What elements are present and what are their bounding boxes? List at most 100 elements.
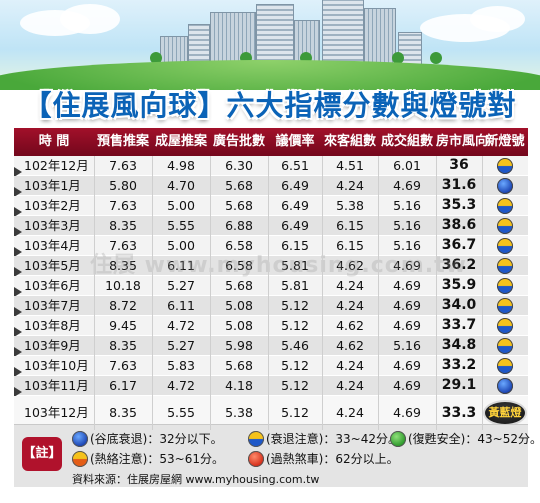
cell-ads: 4.18 [225,378,253,393]
watermark-text: 住展 www.myhousing.com.tw [90,253,467,278]
header-ads: 廣告批數 [212,134,265,149]
row-marker [14,267,22,277]
yellow-blue-light-icon [497,317,513,334]
cell-ads: 5.98 [225,338,253,353]
row-marker [14,367,22,377]
column-divider [94,156,95,430]
cell-deals: 4.69 [393,178,421,193]
cell-time: 103年11月 [24,378,89,393]
header-light: 新燈號 [485,134,525,149]
cell-ads: 5.68 [225,358,253,373]
legend-item-green: (復甦安全)：43~52分。 [390,430,540,448]
cell-deals: 4.69 [393,378,421,393]
cell-existing: 4.72 [167,318,195,333]
cell-presale: 7.63 [109,198,137,213]
cell-visitors: 4.51 [336,158,364,173]
cell-direction: 29.1 [441,377,477,393]
column-divider [152,156,153,430]
cell-existing: 5.27 [167,278,195,293]
legend-note-label: 【註】 [22,437,62,471]
row-marker [14,167,22,177]
cell-bargain: 5.81 [281,278,309,293]
cell-direction: 36.7 [441,237,477,253]
cell-time: 103年10月 [24,358,89,373]
blue-light-icon [497,377,513,394]
cell-ads: 6.58 [225,258,253,273]
cell-ads: 6.88 [225,218,253,233]
column-divider [378,156,379,430]
cell-presale: 5.80 [109,178,137,193]
cell-bargain: 5.46 [281,338,309,353]
cell-visitors: 6.15 [336,218,364,233]
cell-presale: 7.63 [109,238,137,253]
cell-visitors: 4.62 [336,318,364,333]
cell-deals: 6.01 [393,158,421,173]
cell-presale: 7.63 [109,358,137,373]
table-header: 時 間 預售推案 成屋推案 廣告批數 議價率 來客組數 成交組數 房市風向 新燈號 [14,128,528,156]
red-light-icon [248,451,264,467]
yellow-blue-light-icon [497,257,513,274]
cell-ads: 5.08 [225,318,253,333]
cell-deals: 4.69 [393,278,421,293]
legend: 【註】 (谷底衰退)：32分以下。 (衰退注意)：33~42分。 (復甦安全)：… [14,424,540,487]
cell-ads: 5.38 [225,405,253,420]
cell-deals: 5.16 [393,198,421,213]
row-marker [14,347,22,357]
table-row: 103年7月 8.72 6.11 5.08 5.12 4.24 4.69 34.0 [14,296,528,317]
yellow-blue-light-icon [248,431,264,447]
cell-bargain: 5.12 [281,378,309,393]
row-marker [14,187,22,197]
cell-direction: 36.2 [441,257,477,273]
chart-title: 【住展風向球】六大指標分數與燈號對照表 [23,89,517,162]
cell-time: 103年12月 [24,405,89,420]
cell-direction: 38.6 [441,217,477,233]
cell-time: 103年6月 [24,278,81,293]
cell-bargain: 5.12 [281,298,309,313]
cell-existing: 6.11 [167,298,195,313]
cell-existing: 6.11 [167,258,195,273]
cell-presale: 8.35 [109,218,137,233]
table-row: 103年3月 8.35 5.55 6.88 6.49 6.15 5.16 38.6 [14,216,528,237]
header-visitors: 來客組數 [323,134,376,149]
row-marker [14,207,22,217]
header-deals: 成交組數 [380,134,433,149]
cell-direction: 33.2 [441,357,477,373]
data-source: 資料來源：住展房屋網 www.myhousing.com.tw [72,473,320,486]
cell-existing: 4.98 [167,158,195,173]
cell-deals: 4.69 [393,358,421,373]
cell-visitors: 6.15 [336,238,364,253]
yellow-blue-light-icon [497,357,513,374]
table-row: 103年9月 8.35 5.27 5.98 5.46 4.62 5.16 34.8 [14,336,528,357]
cell-time: 103年7月 [24,298,81,313]
cell-direction: 35.9 [441,277,477,293]
cell-bargain: 5.81 [281,258,309,273]
cell-existing: 5.55 [167,405,195,420]
header-existing: 成屋推案 [154,134,207,149]
cell-existing: 5.83 [167,358,195,373]
cell-time: 103年9月 [24,338,81,353]
cell-existing: 5.27 [167,338,195,353]
cell-deals: 4.69 [393,318,421,333]
cell-deals: 4.69 [393,405,421,420]
cell-visitors: 4.62 [336,338,364,353]
legend-item-blue: (谷底衰退)：32分以下。 [72,430,223,448]
cell-visitors: 4.24 [336,358,364,373]
table-row: 103年1月 5.80 4.70 5.68 6.49 4.24 4.69 31.6 [14,176,528,197]
column-divider [322,156,323,430]
table-row: 103年11月 6.17 4.72 4.18 5.12 4.24 4.69 29.1 [14,376,528,397]
yellow-blue-light-icon [497,197,513,214]
header-direction: 房市風向 [436,134,489,149]
yellow-blue-light-icon [497,217,513,234]
cell-existing: 4.70 [167,178,195,193]
row-marker [14,387,22,397]
cell-presale: 9.45 [109,318,137,333]
cell-ads: 5.68 [225,278,253,293]
cell-presale: 6.17 [109,378,137,393]
cell-direction: 34.0 [441,297,477,313]
legend-item-yellow-blue: (衰退注意)：33~42分。 [248,430,400,448]
table-row: 103年10月 7.63 5.83 5.68 5.12 4.24 4.69 33.2 [14,356,528,377]
cell-visitors: 4.24 [336,405,364,420]
cell-existing: 5.55 [167,218,195,233]
table-row: 103年2月 7.63 5.00 5.68 6.49 5.38 5.16 35.3 [14,196,528,217]
